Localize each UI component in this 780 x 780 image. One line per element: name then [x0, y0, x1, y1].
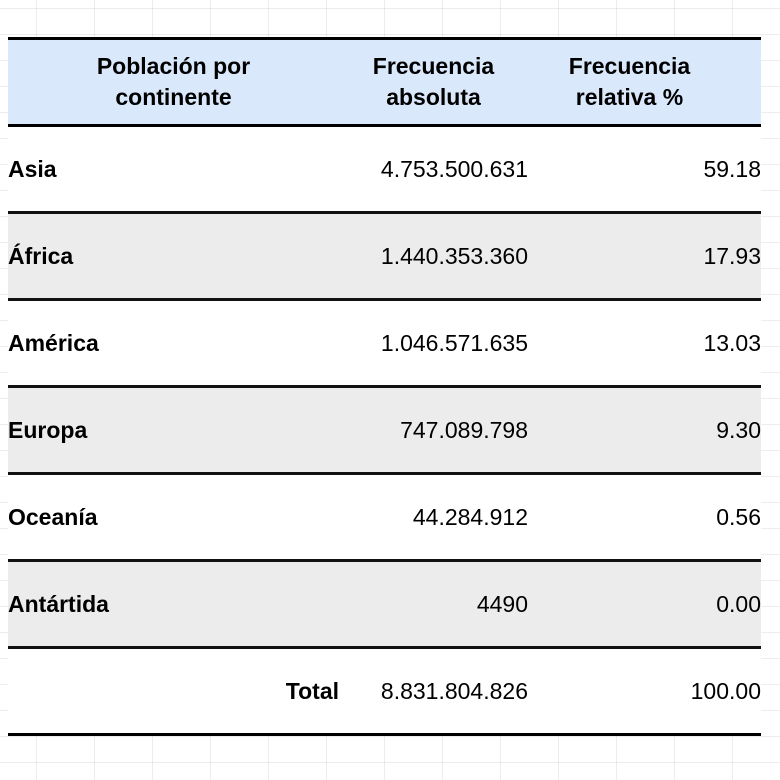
- absolute-frequency-cell: 1.440.353.360: [339, 212, 528, 301]
- relative-frequency-cell: 0.56: [528, 473, 761, 562]
- continent-cell: Asia: [8, 125, 339, 214]
- absolute-frequency-cell: 44.284.912: [339, 473, 528, 562]
- relative-frequency-cell: 17.93: [528, 212, 761, 301]
- header-continent: Población por continente: [8, 37, 339, 127]
- relative-frequency-cell: 0.00: [528, 560, 761, 649]
- table-row: África 1.440.353.360 17.93: [8, 212, 761, 301]
- continent-cell: África: [8, 212, 339, 301]
- table-row: Asia 4.753.500.631 59.18: [8, 125, 761, 214]
- table-row: América 1.046.571.635 13.03: [8, 299, 761, 388]
- total-label: Total: [8, 647, 339, 736]
- absolute-frequency-cell: 747.089.798: [339, 386, 528, 475]
- continent-cell: América: [8, 299, 339, 388]
- table-row: Oceanía 44.284.912 0.56: [8, 473, 761, 562]
- relative-frequency-cell: 59.18: [528, 125, 761, 214]
- table-row: Antártida 4490 0.00: [8, 560, 761, 649]
- table-row: Europa 747.089.798 9.30: [8, 386, 761, 475]
- absolute-frequency-cell: 4490: [339, 560, 528, 649]
- header-relative: Frecuencia relativa %: [528, 37, 761, 127]
- total-relative-cell: 100.00: [528, 647, 761, 736]
- total-row: Total 8.831.804.826 100.00: [8, 647, 761, 736]
- total-absolute-cell: 8.831.804.826: [339, 647, 528, 736]
- continent-cell: Oceanía: [8, 473, 339, 562]
- continent-cell: Antártida: [8, 560, 339, 649]
- header-row: Población por continente Frecuencia abso…: [8, 37, 761, 127]
- absolute-frequency-cell: 1.046.571.635: [339, 299, 528, 388]
- population-table: Población por continente Frecuencia abso…: [8, 37, 761, 736]
- header-absolute: Frecuencia absoluta: [339, 37, 528, 127]
- relative-frequency-cell: 9.30: [528, 386, 761, 475]
- relative-frequency-cell: 13.03: [528, 299, 761, 388]
- continent-cell: Europa: [8, 386, 339, 475]
- absolute-frequency-cell: 4.753.500.631: [339, 125, 528, 214]
